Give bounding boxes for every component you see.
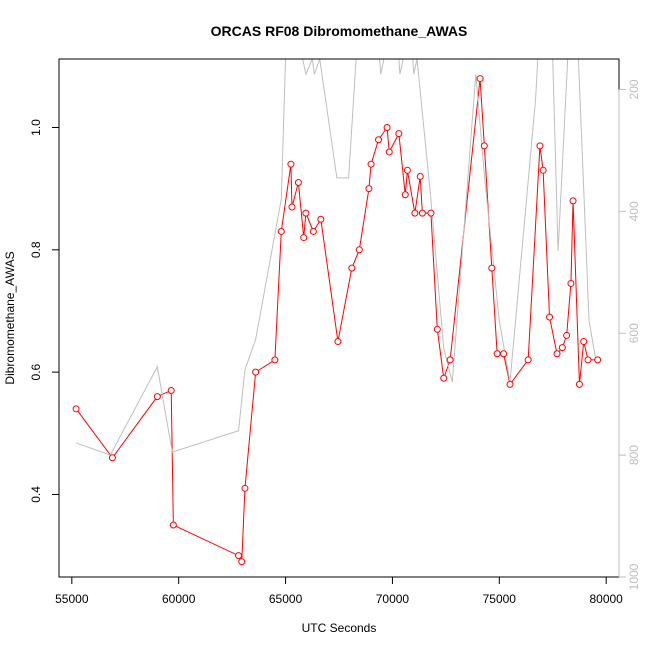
x-tick-label: 65000 (269, 592, 303, 606)
data-point (153, 393, 161, 401)
data-point (580, 338, 588, 346)
data-point (553, 350, 561, 358)
data-point (539, 166, 547, 174)
data-point (567, 279, 575, 287)
y-tick-label: 1.0 (29, 119, 43, 136)
x-tick-label: 60000 (162, 592, 196, 606)
x-tick-label: 75000 (483, 592, 517, 606)
data-point (433, 325, 441, 333)
chart-title: ORCAS RF08 Dibromomethane_AWAS (211, 23, 468, 39)
data-point (446, 356, 454, 364)
data-point (277, 227, 285, 235)
data-point (108, 454, 116, 462)
data-point (500, 350, 508, 358)
x-axis-label: UTC Seconds (302, 621, 377, 635)
data-point (569, 197, 577, 205)
right-y-tick-label: 1000 (627, 563, 641, 590)
right-axis-series-line (75, 59, 596, 456)
data-point (385, 148, 393, 156)
y-axis-label: Dibromomethane_AWAS (3, 251, 17, 384)
data-point (536, 142, 544, 150)
x-tick-label: 80000 (589, 592, 623, 606)
series-layer (72, 59, 602, 566)
data-point (238, 558, 246, 566)
right-y-tick-label: 600 (627, 323, 641, 343)
right-y-axis: 200 400 600 800 1000 (618, 79, 641, 590)
data-point (167, 386, 175, 394)
data-point (488, 264, 496, 272)
right-y-tick-label: 400 (627, 201, 641, 221)
data-point (558, 344, 566, 352)
series-line (75, 78, 598, 564)
data-point (169, 521, 177, 529)
right-y-tick-label: 200 (627, 79, 641, 99)
data-point (411, 209, 419, 217)
plot-frame (58, 58, 620, 578)
data-point (288, 203, 296, 211)
x-tick-label: 70000 (376, 592, 410, 606)
y-tick-label: 0.6 (29, 363, 43, 380)
data-point (493, 350, 501, 358)
data-point (395, 130, 403, 138)
data-point (252, 368, 260, 376)
right-y-tick-label: 800 (627, 445, 641, 465)
x-axis: 55000 60000 65000 70000 75000 80000 (55, 576, 623, 606)
data-point (72, 405, 80, 413)
y-tick-label: 0.4 (29, 486, 43, 503)
data-point (365, 185, 373, 193)
data-point (440, 374, 448, 382)
data-point (302, 209, 310, 217)
data-point (309, 227, 317, 235)
data-point (594, 356, 602, 364)
data-point (476, 75, 484, 83)
data-point (416, 172, 424, 180)
data-point (403, 166, 411, 174)
data-point (235, 552, 243, 560)
x-tick-label: 55000 (55, 592, 89, 606)
data-point (300, 234, 308, 242)
data-point (584, 356, 592, 364)
data-point (287, 160, 295, 168)
data-point (524, 356, 532, 364)
data-point (348, 264, 356, 272)
data-point (427, 209, 435, 217)
data-point (506, 380, 514, 388)
data-point (401, 191, 409, 199)
data-point (367, 160, 375, 168)
data-point (546, 313, 554, 321)
data-point (480, 142, 488, 150)
y-axis: 0.4 0.6 0.8 1.0 (29, 119, 60, 503)
data-point (383, 124, 391, 131)
data-point (418, 209, 426, 217)
data-point (334, 338, 342, 346)
data-point (355, 246, 363, 254)
data-point (575, 380, 583, 388)
y-tick-label: 0.8 (29, 241, 43, 258)
data-point (317, 215, 325, 223)
data-point (563, 331, 571, 339)
data-point (294, 179, 302, 187)
data-point (271, 356, 279, 364)
data-point (241, 484, 249, 492)
data-point (375, 136, 383, 144)
